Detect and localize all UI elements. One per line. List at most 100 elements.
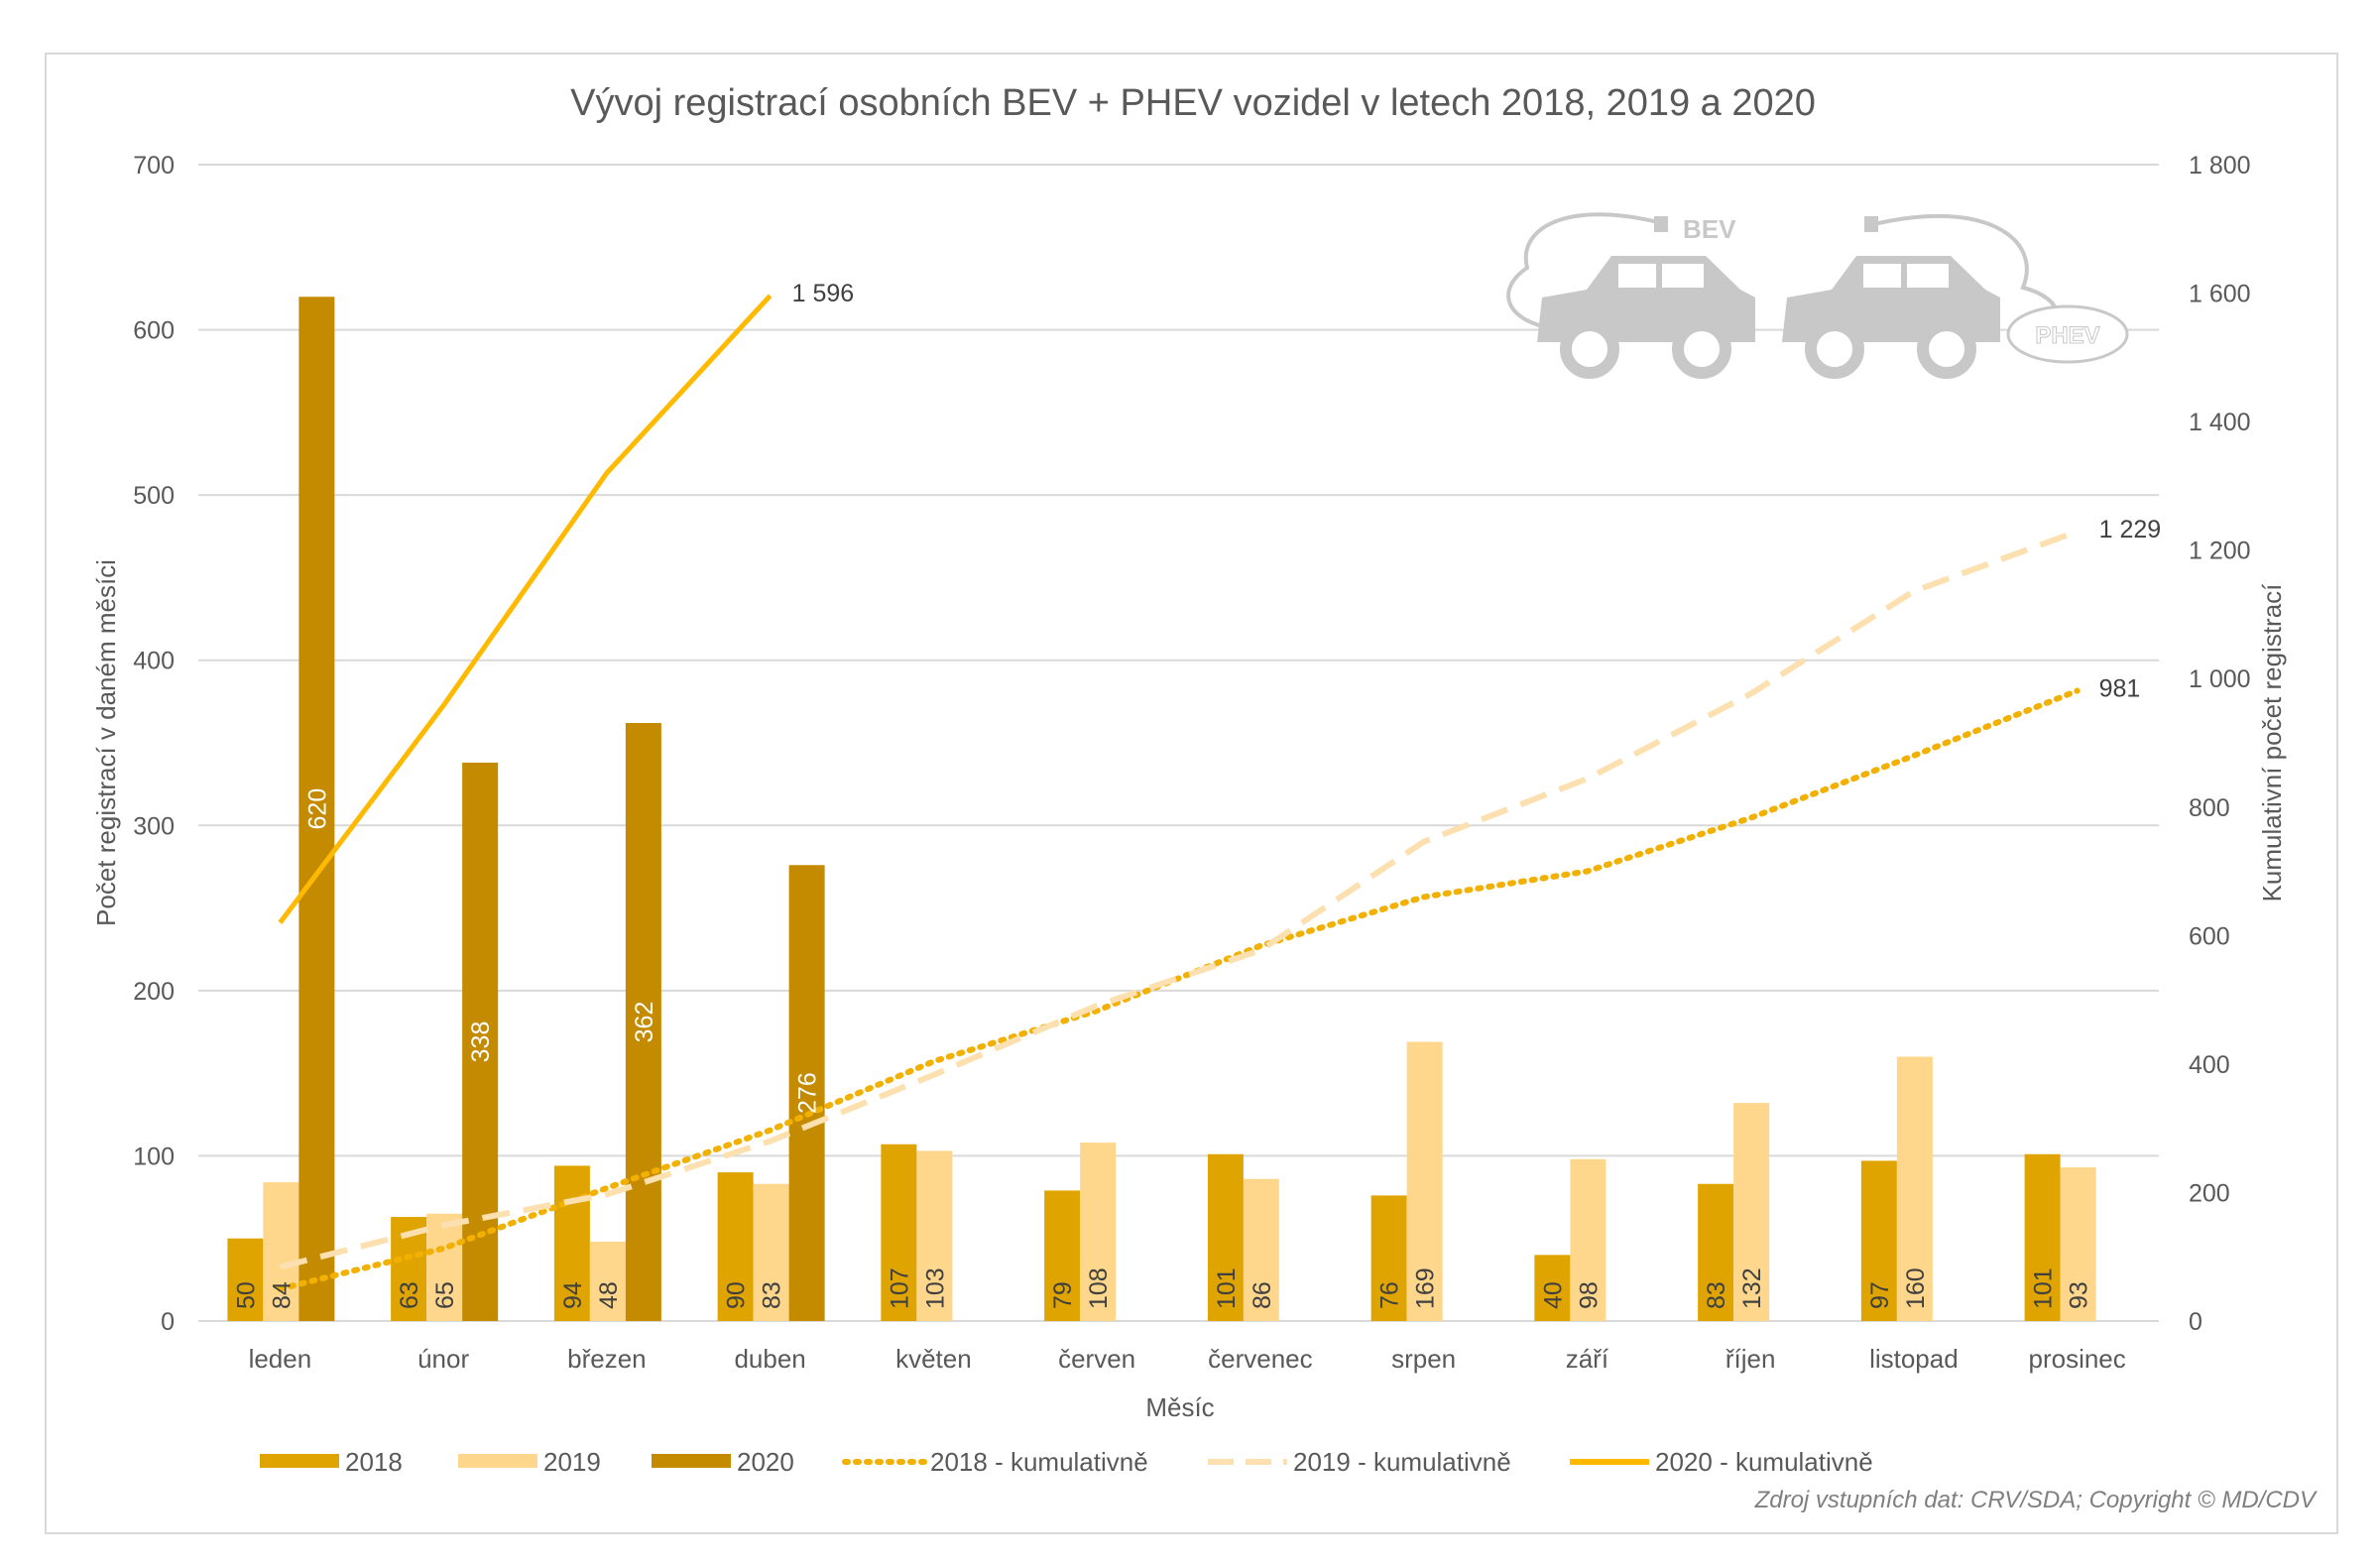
- bar-value-label: 79: [1049, 1281, 1077, 1309]
- bar-value-label: 63: [396, 1281, 423, 1309]
- bar-value-label: 94: [559, 1281, 587, 1309]
- legend-label: 2019: [543, 1447, 601, 1477]
- legend-label: 2020: [737, 1447, 794, 1477]
- bar-value-label: 101: [2030, 1267, 2058, 1309]
- gridlines: [198, 164, 2159, 1322]
- bar-2018: [1207, 1153, 1244, 1321]
- bar-2020: [788, 865, 825, 1321]
- legend-label: 2019 - kumulativně: [1293, 1447, 1511, 1477]
- bars: [227, 297, 2096, 1322]
- bar-value-label: 362: [631, 1002, 658, 1043]
- bar-2018: [717, 1172, 754, 1321]
- bar-2019: [589, 1242, 626, 1321]
- x-axis-ticks: leden únor březen duben květen červen červenec…: [249, 1344, 2126, 1374]
- y2-tick-label: 1 800: [2189, 152, 2251, 180]
- bar-2019: [263, 1182, 299, 1321]
- x-tick-label: srpen: [1391, 1344, 1456, 1374]
- bar-2018: [1860, 1160, 1897, 1321]
- bar-value-label: 97: [1866, 1281, 1894, 1309]
- bar-value-label: 50: [232, 1281, 260, 1309]
- bar-2019: [753, 1183, 789, 1321]
- plug-icon: [1864, 216, 1878, 232]
- bar-value-label: 169: [1412, 1267, 1440, 1309]
- bar-value-label: 65: [431, 1281, 459, 1309]
- legend-label: 2020 - kumulativně: [1655, 1447, 1873, 1477]
- x-axis-title: Měsíc: [1145, 1392, 1214, 1422]
- bar-value-label: 93: [2066, 1281, 2093, 1309]
- bar-2019: [1406, 1041, 1443, 1321]
- bar-2019: [2060, 1167, 2096, 1321]
- legend-swatch: [458, 1454, 537, 1468]
- bar-2019: [916, 1150, 953, 1321]
- bar-2019: [1570, 1158, 1606, 1321]
- y-axis-title: Počet registrací v daném měsíci: [91, 559, 121, 926]
- y2-tick-label: 1 600: [2189, 281, 2251, 308]
- y2-tick-label: 0: [2189, 1308, 2202, 1336]
- bar-value-label: 76: [1376, 1281, 1404, 1309]
- bar-data-labels: 50 63 94 90 107 79 101 76 40 83 97 101 84 65 48 83 103 10…: [232, 788, 2092, 1309]
- legend-label: 2018: [345, 1447, 403, 1477]
- chart-frame: [45, 53, 2338, 1534]
- line-end-label: 1 229: [2099, 516, 2162, 543]
- cable-icon: [1506, 212, 1667, 329]
- bar-2019: [426, 1213, 463, 1321]
- bar-value-label: 90: [723, 1281, 751, 1309]
- x-tick-label: červen: [1058, 1344, 1135, 1374]
- chart-title: Vývoj registrací osobních BEV + PHEV voz…: [570, 82, 1816, 124]
- bar-value-label: 103: [921, 1267, 949, 1309]
- source-note: Zdroj vstupních dat: CRV/SDA; Copyright …: [1754, 1487, 2318, 1513]
- y-tick-label: 400: [133, 648, 175, 675]
- bar-2019: [1733, 1103, 1770, 1321]
- y-axis-ticks: 0 100 200 300 400 500 600 700: [133, 152, 175, 1336]
- x-tick-label: leden: [249, 1344, 312, 1374]
- bev-phev-illustration: BEV PHEV: [1506, 212, 2129, 379]
- bar-value-label: 107: [886, 1267, 913, 1309]
- bar-2019: [1896, 1056, 1933, 1321]
- legend-swatch: [260, 1454, 339, 1468]
- bar-value-label: 83: [1703, 1281, 1730, 1309]
- bar-value-label: 620: [303, 788, 331, 830]
- bar-value-label: 48: [595, 1281, 623, 1309]
- legend-swatch: [652, 1454, 731, 1468]
- y2-tick-label: 1 000: [2189, 665, 2251, 693]
- y2-axis-ticks: 0 200 400 600 800 1 000 1 200 1 400 1 600 1 800: [2189, 152, 2251, 1336]
- bar-value-label: 40: [1539, 1281, 1567, 1309]
- x-tick-label: duben: [734, 1344, 805, 1374]
- bar-value-label: 86: [1249, 1281, 1276, 1309]
- cloud-icon: [2006, 304, 2129, 364]
- y-tick-label: 200: [133, 978, 175, 1006]
- bar-value-label: 101: [1213, 1267, 1241, 1309]
- bar-value-label: 108: [1085, 1267, 1113, 1309]
- bev-label: BEV: [1683, 214, 1736, 244]
- bar-value-label: 98: [1575, 1281, 1603, 1309]
- y-tick-label: 600: [133, 317, 175, 345]
- bar-value-label: 160: [1902, 1267, 1930, 1309]
- bar-value-label: 338: [467, 1022, 495, 1063]
- bar-2018: [2024, 1153, 2061, 1321]
- plug-icon: [1654, 216, 1668, 232]
- y2-tick-label: 600: [2189, 922, 2230, 950]
- y2-tick-label: 400: [2189, 1051, 2230, 1079]
- bar-2018: [1698, 1183, 1734, 1321]
- y2-tick-label: 200: [2189, 1179, 2230, 1207]
- x-tick-label: listopad: [1869, 1344, 1959, 1374]
- line-2020---kumulativně: [278, 294, 773, 924]
- y-tick-label: 0: [161, 1308, 175, 1336]
- x-tick-label: říjen: [1726, 1344, 1776, 1374]
- y-tick-label: 300: [133, 812, 175, 840]
- bar-2020: [625, 723, 661, 1321]
- y2-tick-label: 1 200: [2189, 538, 2251, 565]
- bar-2020: [298, 297, 335, 1322]
- car-icon: [1537, 256, 1755, 379]
- y-tick-label: 500: [133, 482, 175, 510]
- bar-value-label: 132: [1738, 1267, 1766, 1309]
- line-2019---kumulativně: [279, 529, 2079, 1270]
- y2-tick-label: 800: [2189, 794, 2230, 822]
- bar-2019: [1080, 1143, 1117, 1321]
- x-tick-label: prosinec: [2028, 1344, 2125, 1374]
- bar-value-label: 83: [759, 1281, 786, 1309]
- x-tick-label: květen: [895, 1344, 972, 1374]
- bar-2018: [1044, 1190, 1081, 1321]
- bar-value-label: 276: [794, 1072, 822, 1114]
